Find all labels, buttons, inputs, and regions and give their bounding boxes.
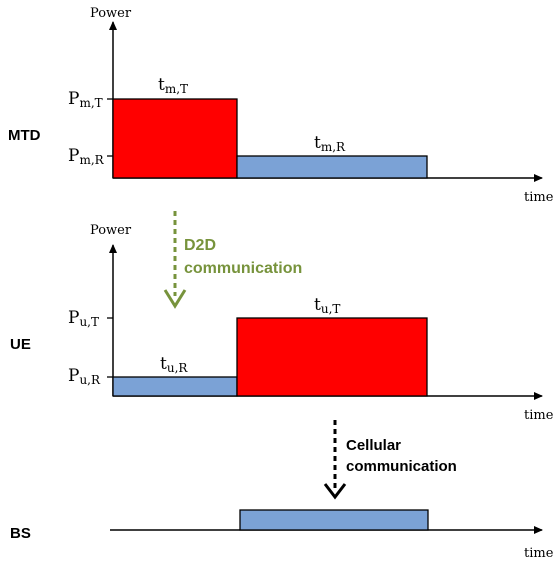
d2d-arrow-group: D2D communication	[163, 211, 302, 309]
ue-p-receive-label: Pu,R	[68, 366, 101, 387]
mtd-panel: MTD Power time Pm,T Pm,R tm,T tm,R	[8, 6, 554, 205]
ue-t-transmit-label: tu,T	[314, 295, 340, 316]
bs-x-axis-label: time	[524, 546, 554, 561]
ue-y-axis-label: Power	[90, 223, 132, 238]
mtd-label: MTD	[8, 127, 41, 144]
ue-receive-block	[112, 376, 238, 397]
mtd-y-axis-label: Power	[90, 6, 132, 21]
mtd-t-receive-label: tm,R	[314, 133, 346, 154]
mtd-p-transmit-label: Pm,T	[68, 89, 103, 110]
mtd-receive-block	[236, 155, 428, 179]
mtd-transmit-block	[112, 98, 238, 179]
cellular-arrow-group: Cellular communication	[323, 420, 457, 500]
cellular-arrowhead-icon	[323, 483, 347, 500]
mtd-x-axis-label: time	[524, 190, 554, 205]
ue-p-transmit-label: Pu,T	[68, 308, 99, 329]
ue-transmit-block	[236, 317, 428, 397]
bs-panel: BS time	[10, 509, 554, 561]
ue-x-axis-label: time	[524, 408, 554, 423]
ue-t-receive-label: tu,R	[160, 354, 188, 375]
d2d-label-line1: D2D	[184, 237, 216, 254]
mtd-t-transmit-label: tm,T	[158, 75, 188, 96]
cellular-label-line1: Cellular	[346, 437, 401, 454]
cellular-label-line2: communication	[346, 458, 457, 475]
d2d-label-line2: communication	[184, 260, 302, 277]
d2d-arrowhead-icon	[163, 289, 187, 309]
bs-label: BS	[10, 525, 31, 542]
ue-panel: UE Power time Pu,T Pu,R tu,R tu,T	[10, 223, 554, 423]
bs-receive-block	[239, 509, 429, 531]
mtd-p-receive-label: Pm,R	[68, 146, 105, 167]
ue-label: UE	[10, 336, 31, 353]
